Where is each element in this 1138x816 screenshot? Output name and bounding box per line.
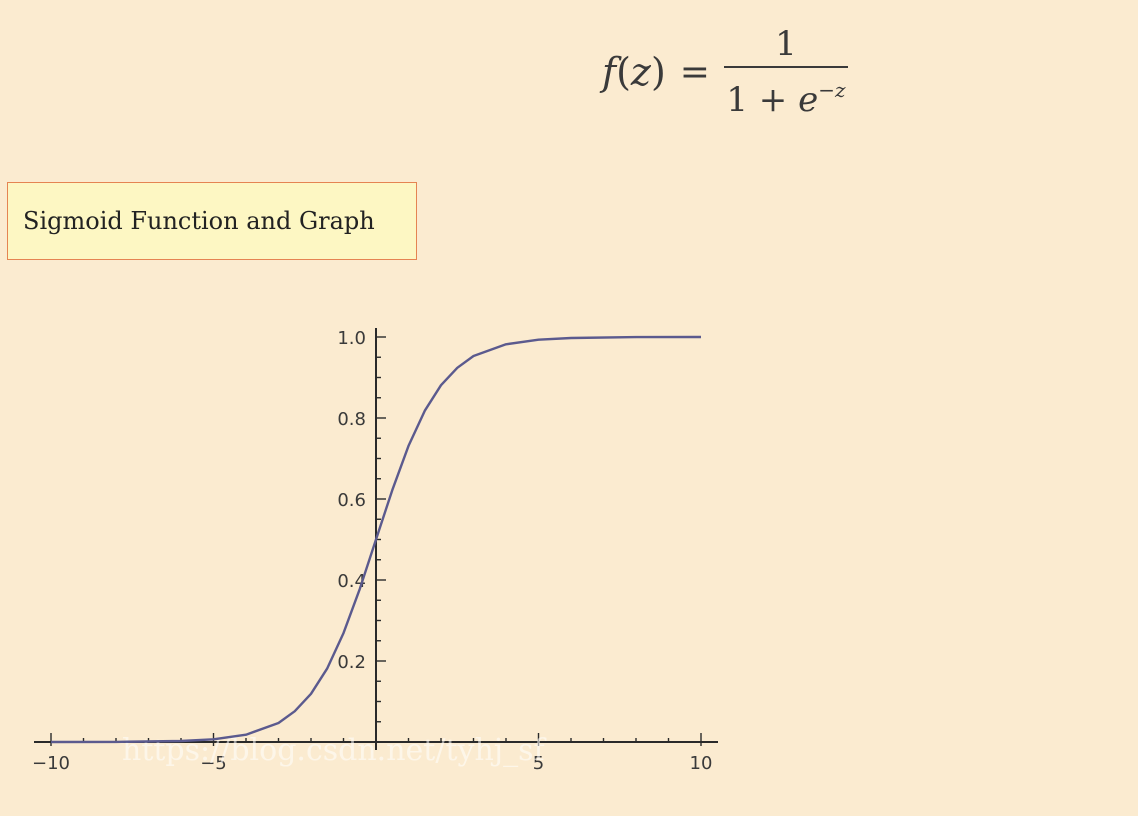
- y-tick-label: 1.0: [337, 328, 366, 349]
- formula-close-paren: ): [650, 50, 666, 94]
- formula-denominator-exponent: −z: [818, 78, 846, 102]
- x-tick-label: 10: [690, 753, 713, 774]
- caption-box: Sigmoid Function and Graph: [7, 182, 417, 260]
- series-line-sigmoid: [50, 335, 702, 744]
- y-tick-label: 0.8: [337, 409, 366, 430]
- sigmoid-chart: −10 −5 5 10 0.2 0.4 0.6 0.8 1.0 https://blog.csd…: [32, 328, 718, 774]
- chart-tick-labels: −10 −5 5 10 0.2 0.4 0.6 0.8 1.0: [32, 328, 712, 774]
- watermark-text: https://blog.csdn.net/tyhj_sf: [122, 733, 546, 768]
- formula-variable: z: [630, 50, 651, 94]
- formula-fraction: 1 1 + e−z: [723, 24, 848, 120]
- x-tick-label: 5: [533, 753, 544, 774]
- chart-ticks: [50, 336, 702, 746]
- x-tick-label: −5: [200, 753, 227, 774]
- x-tick-label: −10: [32, 753, 70, 774]
- sigmoid-formula: f(z) = 1 1 + e−z: [602, 22, 848, 122]
- y-tick-label: 0.4: [337, 571, 366, 592]
- formula-f: f: [602, 50, 617, 94]
- formula-equals: =: [679, 51, 710, 93]
- caption-text: Sigmoid Function and Graph: [23, 207, 375, 235]
- formula-open-paren: (: [616, 50, 631, 94]
- y-tick-label: 0.2: [337, 652, 366, 673]
- formula-lhs: f(z): [602, 50, 666, 94]
- formula-fraction-bar: [723, 66, 848, 68]
- y-tick-label: 0.6: [337, 490, 366, 511]
- formula-denominator-e: e: [798, 80, 819, 120]
- formula-denominator-base: 1 +: [726, 80, 799, 120]
- formula-numerator: 1: [775, 24, 797, 64]
- formula-denominator: 1 + e−z: [726, 70, 845, 120]
